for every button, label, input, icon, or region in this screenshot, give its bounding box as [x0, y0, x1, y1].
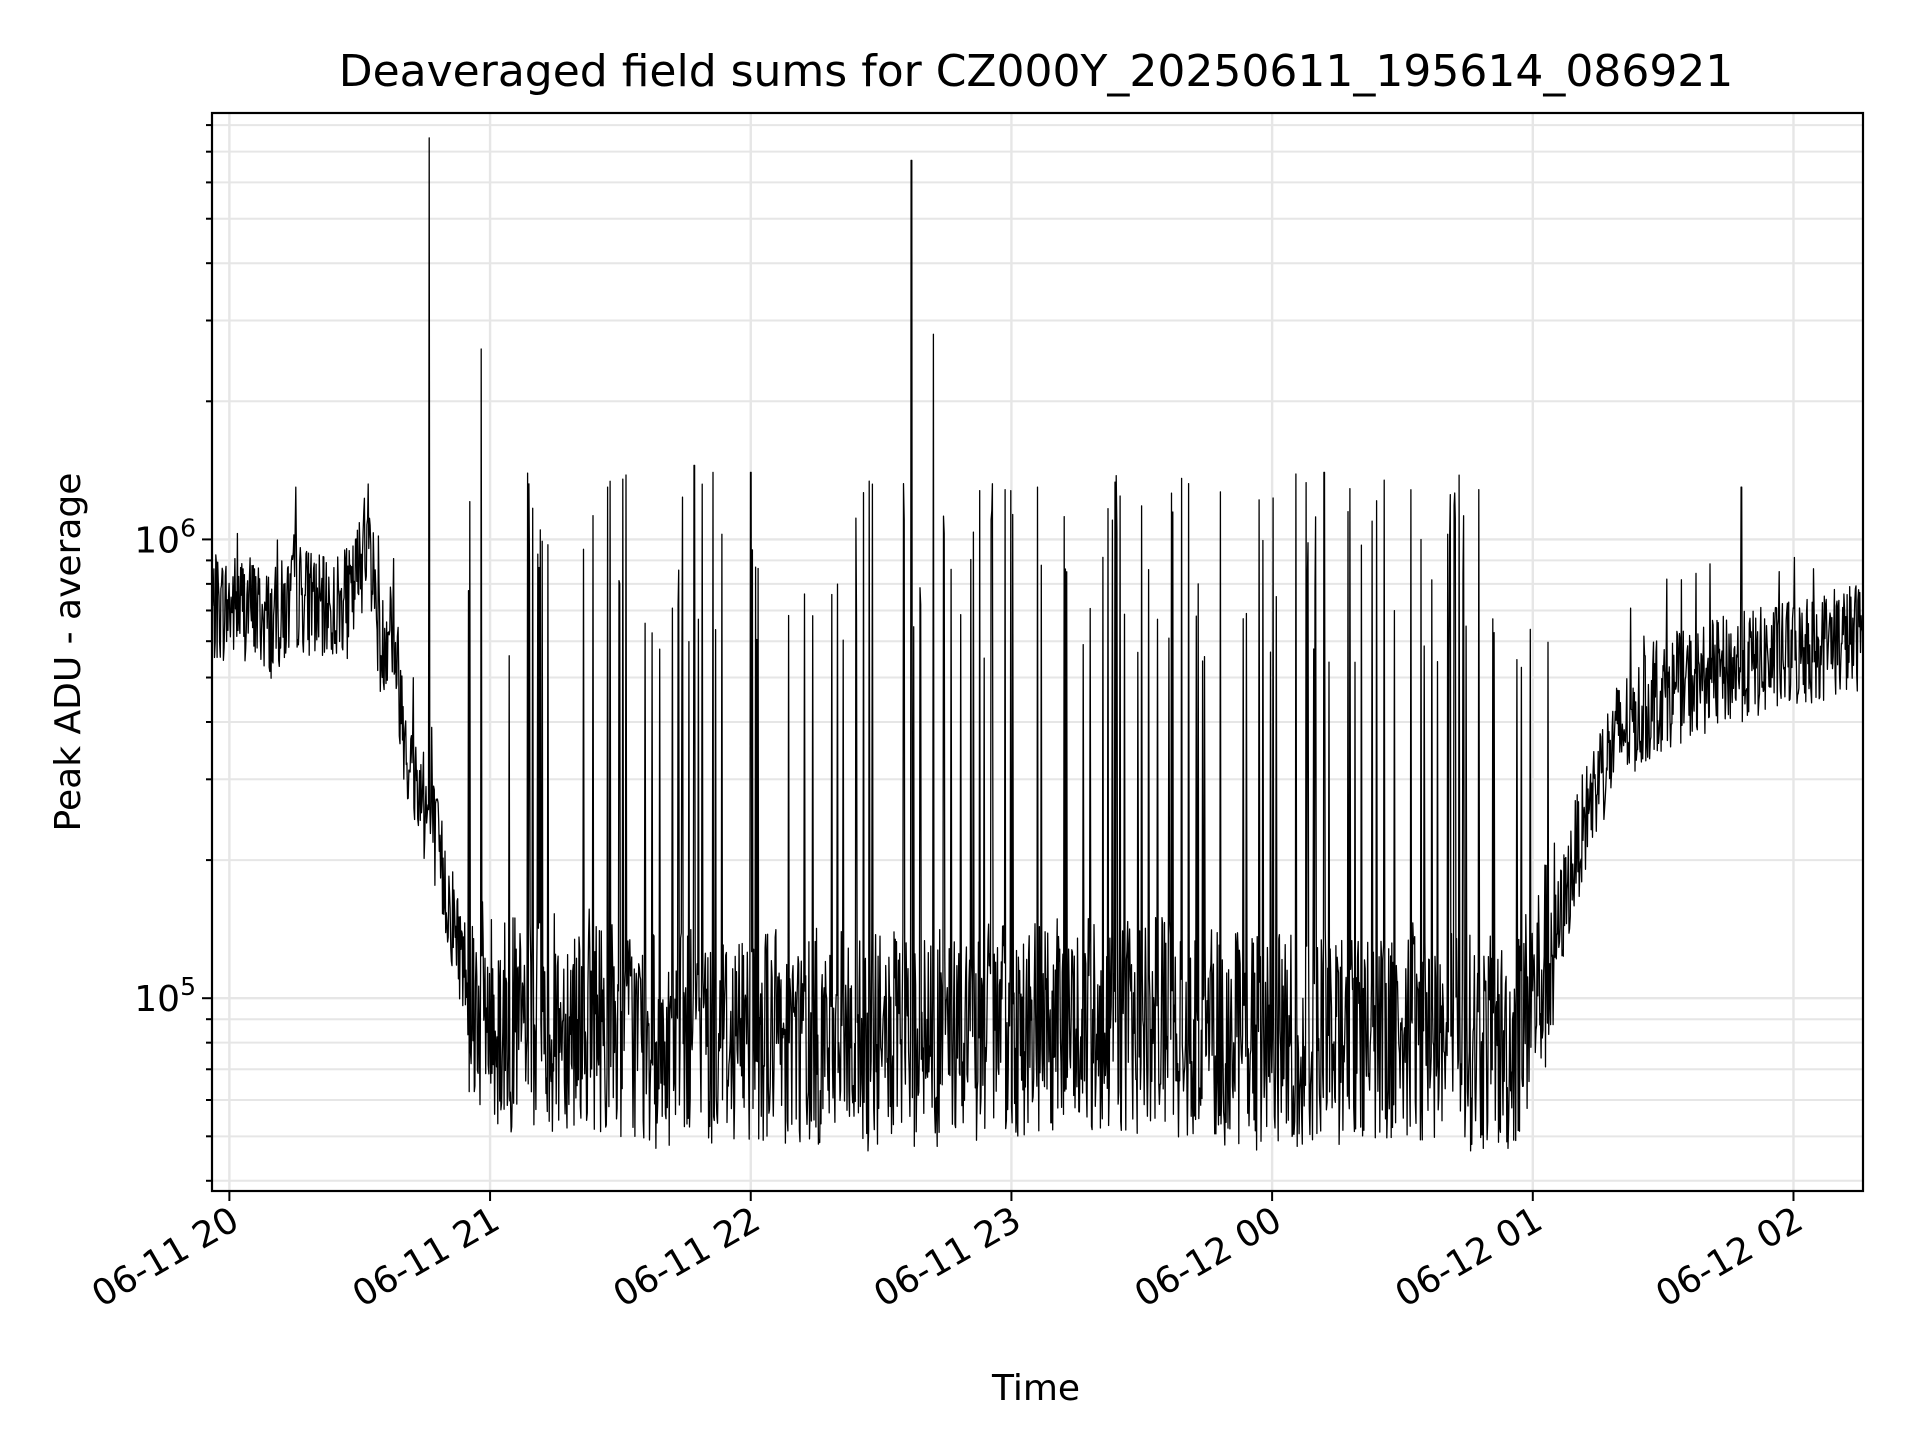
x-tick-label: 06-11 23: [867, 1199, 1028, 1315]
x-tick-label: 06-11 20: [85, 1199, 246, 1315]
plot-frame: [210, 111, 1865, 1193]
series-line: [211, 137, 1864, 1152]
x-tick-label: 06-12 02: [1649, 1199, 1810, 1315]
chart-title: Deaveraged field sums for CZ000Y_2025061…: [339, 46, 1734, 97]
x-tick-label: 06-12 00: [1128, 1199, 1289, 1315]
y-axis: 105 106: [134, 124, 212, 1182]
x-tick-label: 06-12 01: [1389, 1199, 1550, 1315]
x-axis: 06-11 20 06-11 21 06-11 22 06-11 23 06-12 00…: [85, 1191, 1810, 1316]
series-layer: [211, 137, 1864, 1152]
x-axis-label: Time: [991, 1368, 1080, 1409]
y-tick-label: 106: [134, 513, 196, 561]
x-tick-label: 06-11 21: [346, 1199, 507, 1315]
y-tick-label: 105: [134, 972, 196, 1020]
x-tick-label: 06-11 22: [607, 1199, 768, 1315]
y-axis-label: Peak ADU - average: [48, 473, 89, 832]
